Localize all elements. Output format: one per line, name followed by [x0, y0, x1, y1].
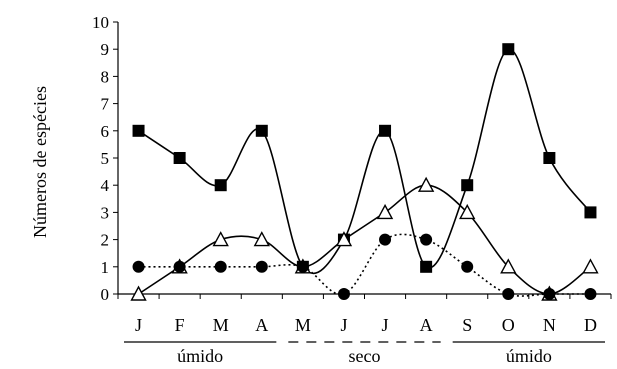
data-point-square: [584, 206, 597, 219]
y-tick-label: 2: [101, 231, 110, 250]
data-point-square: [132, 124, 145, 137]
data-point-circle: [173, 260, 186, 273]
series-1: [132, 43, 597, 275]
data-point-circle: [379, 233, 392, 246]
y-tick-label: 10: [92, 13, 109, 32]
data-point-square: [461, 179, 474, 192]
series-3-line: [138, 233, 591, 297]
data-point-circle: [461, 260, 474, 273]
data-point-circle: [255, 260, 268, 273]
data-point-triangle: [376, 203, 394, 220]
season-label: úmido: [506, 346, 552, 366]
season-groups: úmido seco úmido: [124, 341, 605, 366]
data-point-circle: [502, 288, 515, 300]
x-tick-label: F: [175, 315, 185, 335]
y-tick-label: 0: [101, 285, 110, 304]
series-3: [132, 233, 597, 300]
y-tick-label: 3: [101, 203, 110, 222]
axes: 0 1 2 3 4 5 6 7 8 9 10 J F M A M J J A S O N D: [92, 13, 612, 335]
data-point-triangle: [500, 258, 517, 274]
data-point-square: [379, 124, 392, 137]
data-point-circle: [337, 288, 350, 300]
data-point-square: [543, 152, 556, 164]
series-1-line: [138, 48, 592, 275]
data-point-triangle: [253, 231, 270, 247]
data-point-triangle: [459, 203, 476, 220]
x-tick-label: M: [295, 315, 311, 335]
series-2: [130, 176, 599, 301]
x-tick-label: N: [543, 315, 556, 335]
data-point-circle: [296, 260, 309, 273]
x-tick-label: A: [420, 315, 433, 335]
data-point-circle: [584, 288, 597, 300]
y-axis-label: Números de espécies: [30, 86, 50, 238]
data-point-square: [173, 152, 186, 164]
x-tick-label: J: [340, 315, 347, 335]
y-tick-label: 7: [101, 95, 110, 114]
data-point-square: [502, 43, 515, 56]
data-point-square: [420, 260, 433, 273]
data-point-circle: [420, 233, 433, 246]
y-tick-label: 6: [101, 122, 110, 141]
series-2-line: [138, 184, 591, 295]
data-point-triangle: [212, 231, 229, 247]
y-tick-label: 5: [101, 149, 110, 168]
x-tick-label: M: [213, 315, 229, 335]
x-tick-label: J: [135, 315, 142, 335]
x-tick-label: A: [255, 315, 268, 335]
season-label: úmido: [177, 346, 223, 366]
x-tick-label: J: [382, 315, 389, 335]
y-tick-label: 1: [101, 258, 110, 277]
y-tick-label: 4: [101, 176, 110, 195]
data-point-triangle: [417, 176, 435, 192]
y-tick-label: 8: [101, 67, 110, 86]
x-tick-label: O: [502, 315, 515, 335]
data-point-circle: [214, 260, 227, 273]
data-point-circle: [132, 260, 145, 273]
data-point-square: [255, 124, 268, 137]
data-point-triangle: [582, 258, 599, 274]
season-label: seco: [349, 346, 381, 366]
data-point-triangle: [130, 285, 147, 301]
x-tick-label: D: [584, 315, 597, 335]
y-tick-label: 9: [101, 40, 110, 59]
data-point-circle: [543, 288, 556, 300]
data-point-triangle: [335, 231, 353, 247]
x-tick-label: S: [462, 315, 472, 335]
series-layer: [130, 43, 599, 301]
data-point-square: [214, 179, 227, 192]
